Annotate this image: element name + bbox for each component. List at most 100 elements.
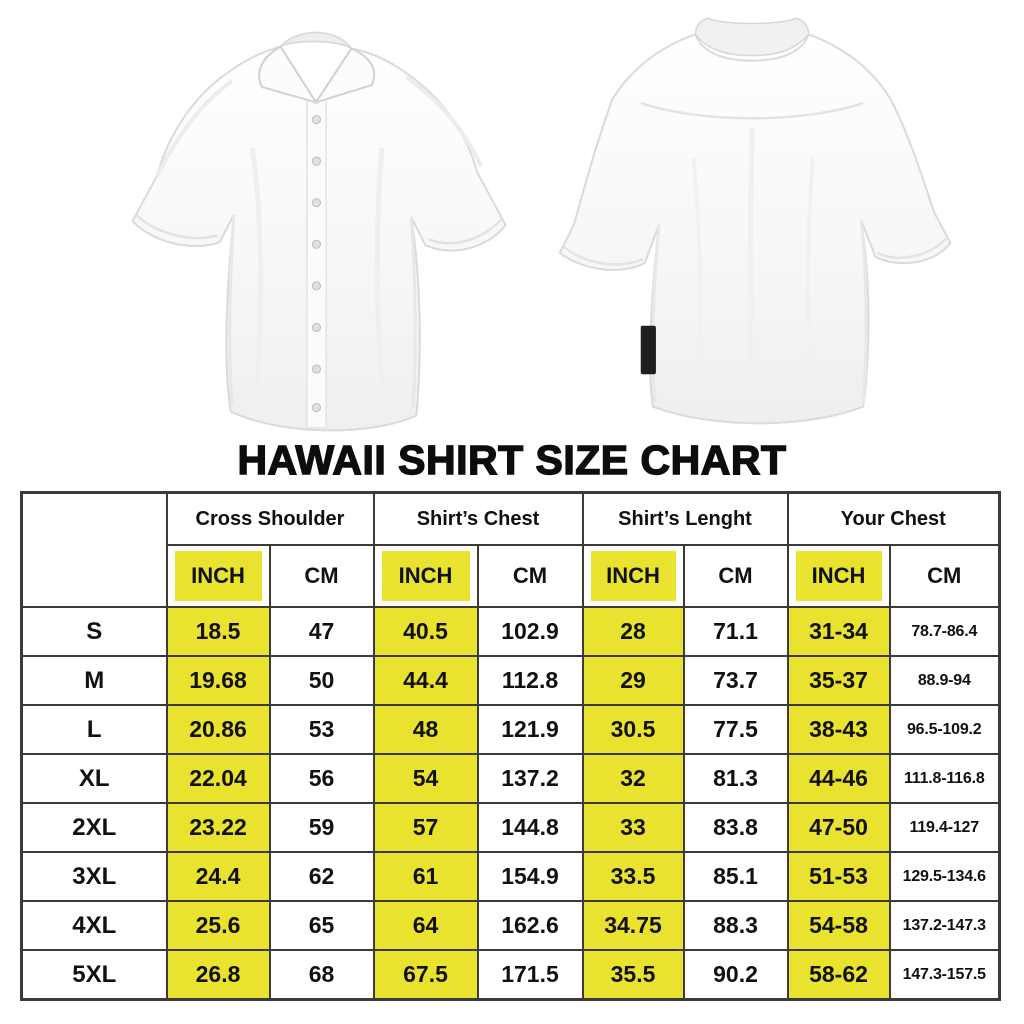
table-row: S 18.5 47 40.5 102.9 28 71.1 31-34 78.7-86.4 [20, 606, 1001, 657]
cm-value-cell: 83.8 [682, 802, 789, 853]
front-shirt-collar-left [258, 45, 319, 105]
cm-value-cell: 112.8 [476, 655, 584, 706]
table-row: 2XL 23.22 59 57 144.8 33 83.8 47-50 119.4-127 [20, 802, 1001, 853]
size-cell: S [20, 606, 168, 657]
cm-value-cell: 85.1 [682, 851, 789, 902]
inch-value-cell: 54 [372, 753, 479, 804]
inch-value-cell: 44-46 [786, 753, 891, 804]
unit-header-row: INCH CM INCH CM INCH CM INCH CM [22, 544, 1001, 608]
inch-value-cell: 28 [581, 606, 685, 657]
unit-header-cm: CM [888, 544, 1001, 608]
cm-value-cell: 111.8-116.8 [888, 753, 1001, 804]
cm-value-cell: 129.5-134.6 [888, 851, 1001, 902]
cm-value-cell: 47 [268, 606, 375, 657]
inch-value-cell: 61 [372, 851, 479, 902]
inch-value-cell: 38-43 [786, 704, 891, 755]
size-cell: M [20, 655, 168, 706]
cm-value-cell: 50 [268, 655, 375, 706]
cm-value-cell: 81.3 [682, 753, 789, 804]
group-header-shirts-lenght: Shirt’s Lenght [581, 491, 789, 546]
inch-value-cell: 34.75 [581, 900, 685, 951]
cm-value-cell: 56 [268, 753, 375, 804]
back-shirt-image [541, 6, 957, 436]
unit-header-inch: INCH [581, 544, 685, 608]
cm-value-cell: 137.2 [476, 753, 584, 804]
group-header-your-chest: Your Chest [786, 491, 1001, 546]
inch-value-cell: 54-58 [786, 900, 891, 951]
inch-value-cell: 67.5 [372, 949, 479, 1001]
inch-value-cell: 40.5 [372, 606, 479, 657]
cm-value-cell: 71.1 [682, 606, 789, 657]
size-cell: L [20, 704, 168, 755]
cm-value-cell: 65 [268, 900, 375, 951]
page-title: HAWAII SHIRT SIZE CHART [237, 436, 787, 483]
size-column-corner-cell [20, 491, 168, 608]
inch-value-cell: 44.4 [372, 655, 479, 706]
inch-value-cell: 23.22 [165, 802, 271, 853]
inch-value-cell: 47-50 [786, 802, 891, 853]
front-shirt-buttons [311, 115, 322, 413]
group-header-row: Cross Shoulder Shirt’s Chest Shirt’s Len… [20, 491, 1001, 608]
back-shirt-body [558, 33, 952, 425]
cm-value-cell: 144.8 [476, 802, 584, 853]
cm-value-cell: 73.7 [682, 655, 789, 706]
table-row: 3XL 24.4 62 61 154.9 33.5 85.1 51-53 129.5-134.6 [20, 851, 1001, 902]
cm-value-cell: 88.9-94 [888, 655, 1001, 706]
front-shirt-collar-right [313, 47, 376, 105]
inch-value-cell: 24.4 [165, 851, 271, 902]
table-row: L 20.86 53 48 121.9 30.5 77.5 38-43 96.5-109.2 [20, 704, 1001, 755]
back-shirt-side-tag [640, 325, 656, 375]
table-row: M 19.68 50 44.4 112.8 29 73.7 35-37 88.9-94 [20, 655, 1001, 706]
size-chart-table: Cross Shoulder Shirt’s Chest Shirt’s Len… [20, 491, 1001, 1001]
cm-value-cell: 121.9 [476, 704, 584, 755]
size-cell: XL [20, 753, 168, 804]
inch-value-cell: 31-34 [786, 606, 891, 657]
inch-value-cell: 33 [581, 802, 685, 853]
cm-value-cell: 90.2 [682, 949, 789, 1001]
group-header-shirts-chest: Shirt’s Chest [372, 491, 584, 546]
cm-value-cell: 162.6 [476, 900, 584, 951]
inch-value-cell: 25.6 [165, 900, 271, 951]
cm-value-cell: 78.7-86.4 [888, 606, 1001, 657]
unit-header-inch: INCH [372, 544, 479, 608]
cm-value-cell: 119.4-127 [888, 802, 1001, 853]
size-cell: 4XL [20, 900, 168, 951]
inch-value-cell: 48 [372, 704, 479, 755]
unit-header-cm: CM [682, 544, 789, 608]
inch-value-cell: 57 [372, 802, 479, 853]
cm-value-cell: 88.3 [682, 900, 789, 951]
cm-value-cell: 96.5-109.2 [888, 704, 1001, 755]
cm-value-cell: 102.9 [476, 606, 584, 657]
back-shirt-yoke-seam [640, 101, 864, 120]
inch-value-cell: 22.04 [165, 753, 271, 804]
size-cell: 3XL [20, 851, 168, 902]
front-shirt-placket [306, 98, 327, 429]
inch-value-cell: 64 [372, 900, 479, 951]
inch-value-cell: 18.5 [165, 606, 271, 657]
cm-value-cell: 62 [268, 851, 375, 902]
inch-value-cell: 26.8 [165, 949, 271, 1001]
unit-header-inch: INCH [786, 544, 891, 608]
inch-value-cell: 58-62 [786, 949, 891, 1001]
inch-value-cell: 29 [581, 655, 685, 706]
table-row: 4XL 25.6 65 64 162.6 34.75 88.3 54-58 137.2-147.… [20, 900, 1001, 951]
inch-value-cell: 20.86 [165, 704, 271, 755]
inch-value-cell: 33.5 [581, 851, 685, 902]
size-cell: 2XL [20, 802, 168, 853]
table-row: 5XL 26.8 68 67.5 171.5 35.5 90.2 58-62 147.3-157… [20, 949, 1001, 1001]
size-chart-body: S 18.5 47 40.5 102.9 28 71.1 31-34 78.7-86.4 M 19.… [20, 606, 1001, 1001]
inch-value-cell: 19.68 [165, 655, 271, 706]
unit-header-cm: CM [268, 544, 375, 608]
cm-value-cell: 137.2-147.3 [888, 900, 1001, 951]
unit-header-inch: INCH [165, 544, 271, 608]
table-row: XL 22.04 56 54 137.2 32 81.3 44-46 111.8-116.8 [20, 753, 1001, 804]
back-shirt-collar-band [694, 17, 810, 57]
cm-value-cell: 147.3-157.5 [888, 949, 1001, 1001]
front-shirt-image [110, 6, 526, 442]
inch-value-cell: 35-37 [786, 655, 891, 706]
cm-value-cell: 68 [268, 949, 375, 1001]
inch-value-cell: 30.5 [581, 704, 685, 755]
inch-value-cell: 51-53 [786, 851, 891, 902]
size-cell: 5XL [20, 949, 168, 1001]
cm-value-cell: 53 [268, 704, 375, 755]
